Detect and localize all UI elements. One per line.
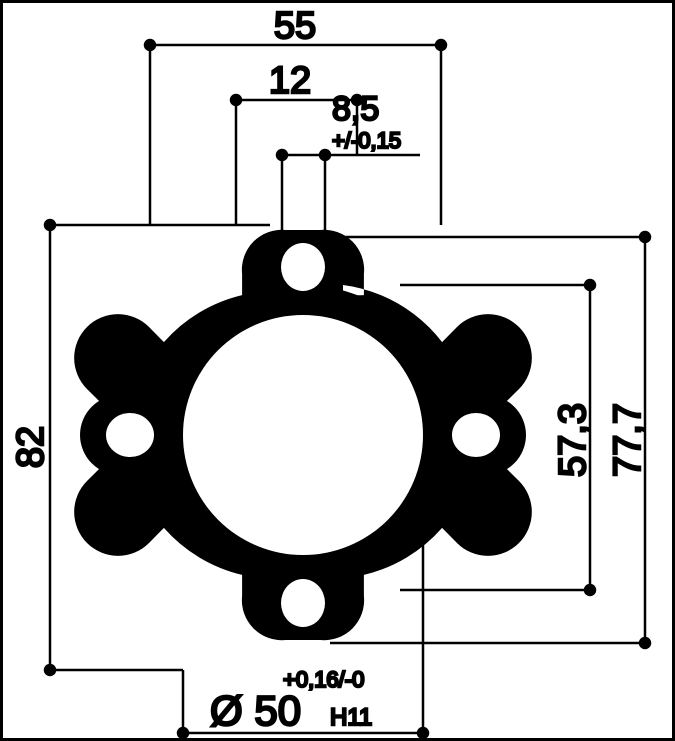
flange-part-clean — [80, 230, 526, 640]
dim-77-7-label: 77,7 — [607, 403, 649, 477]
dim-12-label: 12 — [269, 60, 311, 102]
dim-8-5-tol: +/-0,15 — [332, 128, 401, 153]
dim-8-5: 8,5 +/-0,15 — [277, 90, 420, 240]
dim-82-label: 82 — [10, 426, 52, 468]
dim-57-3-label: 57,3 — [552, 403, 594, 477]
technical-drawing: 55 12 8,5 +/-0,15 82 — [0, 0, 675, 741]
dim-55-label: 55 — [274, 5, 316, 47]
dim-dia-label: Ø 50 — [210, 687, 301, 734]
dim-8-5-label: 8,5 — [332, 90, 379, 128]
dim-dia-fit: H11 — [330, 704, 372, 731]
dim-55: 55 — [145, 5, 446, 225]
